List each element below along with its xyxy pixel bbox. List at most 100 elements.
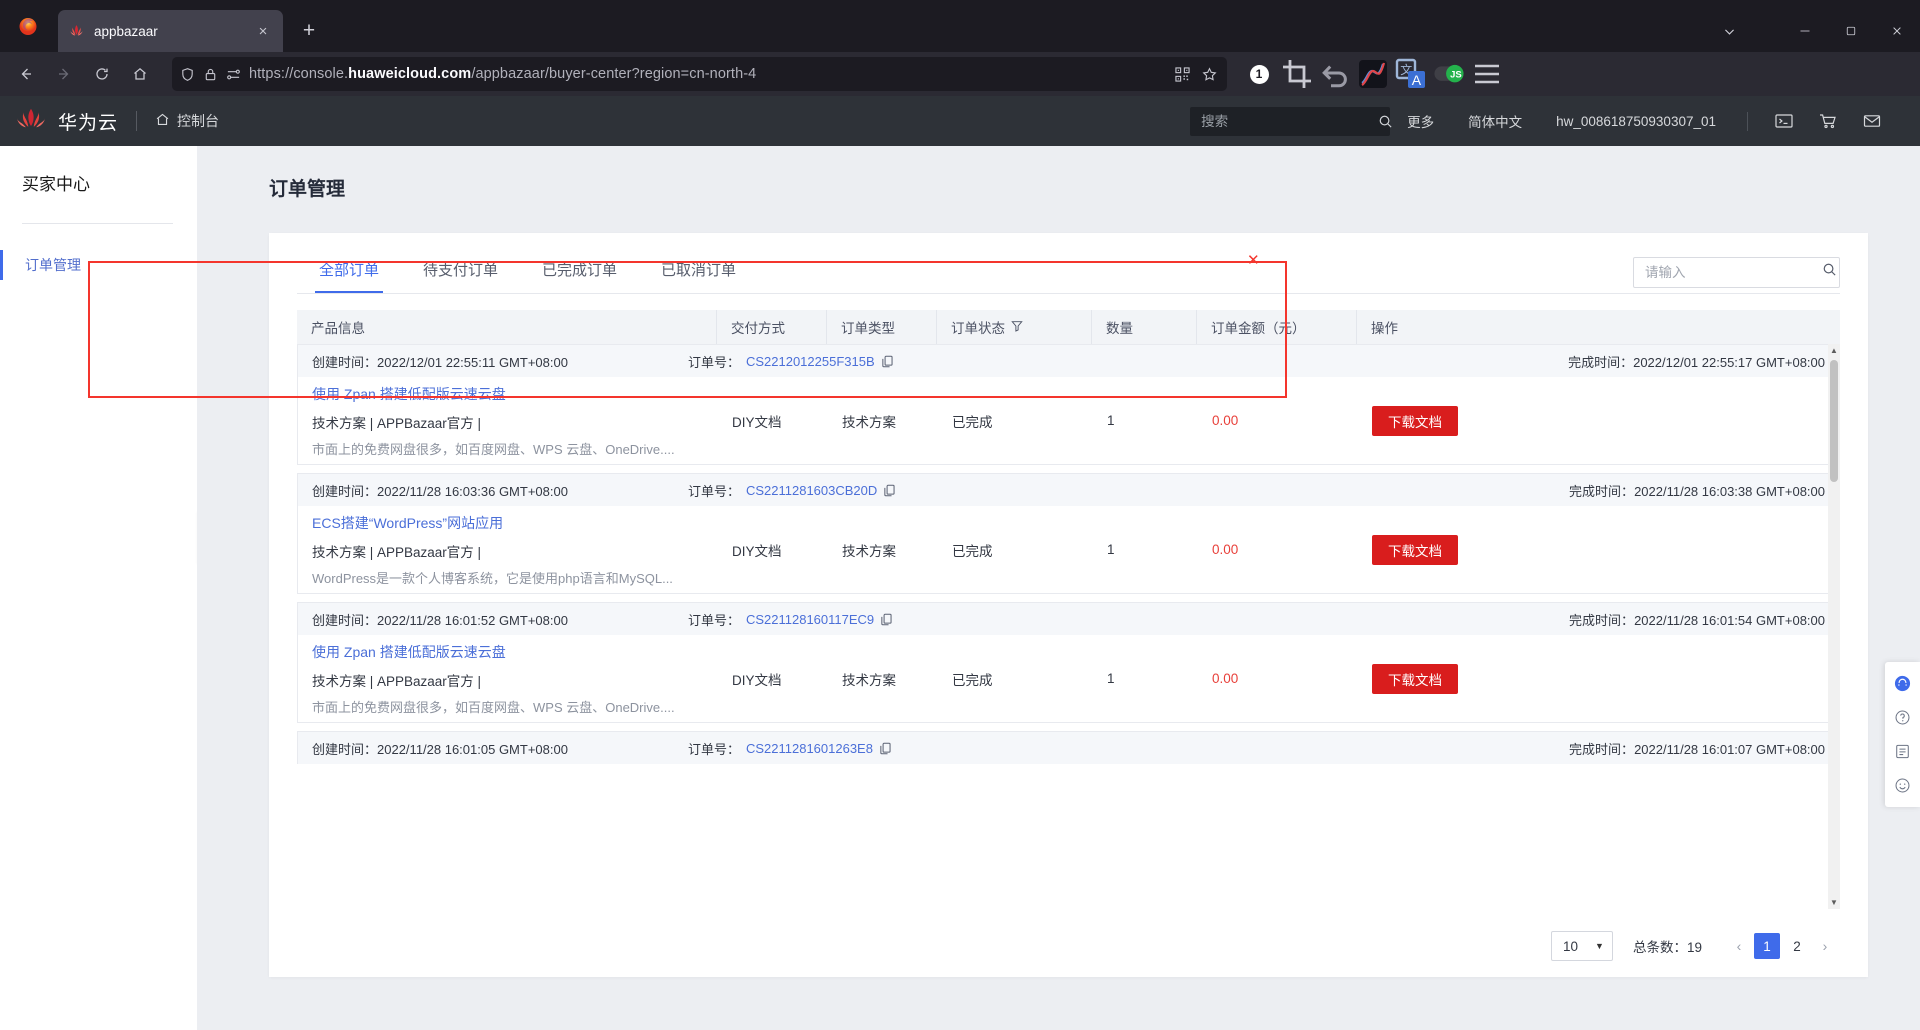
scroll-up-arrow-icon[interactable]: ▲ [1830,346,1838,355]
column-header-quantity: 数量 [1092,310,1197,344]
tab-pending-payment-orders[interactable]: 待支付订单 [423,262,499,279]
amount-cell: 0.00 [1212,542,1239,557]
cart-icon[interactable] [1806,113,1850,129]
home-button[interactable] [122,57,158,91]
order-type-cell: 技术方案 [842,543,896,559]
home-console-icon [155,112,170,130]
tab-completed-orders[interactable]: 已完成订单 [542,262,618,279]
product-description: 市面上的免费网盘很多，如百度网盘、WPS 云盘、OneDrive.... [312,699,675,715]
status-cell: 已完成 [952,414,993,430]
close-tab-icon[interactable]: × [258,22,268,40]
highlight-close-icon[interactable]: ✕ [1247,252,1260,269]
product-title-link[interactable]: ECS搭建“WordPress”网站应用 [312,514,504,531]
hamburger-menu-icon[interactable] [1471,58,1503,90]
table-row[interactable]: 使用 Zpan 搭建低配版云速云盘 技术方案 | APPBazaar官方 | 市… [297,377,1840,465]
badge-counter-icon[interactable]: 1 [1243,58,1275,90]
js-toggle-icon[interactable]: JS [1433,58,1465,90]
page-size-select[interactable]: 10 ▼ [1550,931,1613,961]
sidebar-divider [22,223,173,224]
forward-button[interactable] [46,57,82,91]
chart-extension-icon[interactable] [1357,58,1389,90]
browser-tab[interactable]: appbazaar × [58,10,283,52]
order-finished-at: 完成时间：2022/11/28 16:03:38 GMT+08:00 [1569,483,1825,499]
product-title-link[interactable]: 使用 Zpan 搭建低配版云速云盘 [312,643,506,660]
scrollbar-thumb[interactable] [1830,360,1838,482]
terminal-icon[interactable] [1762,113,1806,129]
tab-list-chevron-icon[interactable] [1706,10,1752,52]
download-document-button[interactable]: 下载文档 [1372,405,1458,436]
tab-all-orders[interactable]: 全部订单 [297,251,401,293]
page-number-1[interactable]: 1 [1754,933,1780,959]
bookmark-star-icon[interactable] [1202,66,1217,82]
copy-icon[interactable] [881,355,894,368]
close-window-button[interactable] [1874,10,1920,52]
crop-icon[interactable] [1281,58,1313,90]
tab-cancelled-orders[interactable]: 已取消订单 [661,262,737,279]
pagination: 10 ▼ 总条数：19 ‹ 1 2 › [269,909,1868,961]
orders-list: 创建时间：2022/12/01 22:55:11 GMT+08:00 订单号： C… [297,344,1840,909]
amount-cell: 0.00 [1212,671,1239,686]
shield-icon[interactable] [180,67,195,82]
product-title-link[interactable]: 使用 Zpan 搭建低配版云速云盘 [312,385,506,402]
account-name-label[interactable]: hw_008618750930307_01 [1556,113,1716,129]
table-row[interactable]: 使用 Zpan 搭建低配版云速云盘 技术方案 | APPBazaar官方 | 市… [297,635,1840,723]
scroll-down-arrow-icon[interactable]: ▼ [1830,898,1838,907]
search-icon[interactable] [1378,114,1393,129]
order-meta-row: 创建时间：2022/11/28 16:01:52 GMT+08:00 订单号： C… [297,602,1840,635]
sidebar-item-order-management[interactable]: 订单管理 [0,250,197,281]
status-cell: 已完成 [952,672,993,688]
language-selector[interactable]: 简体中文 [1468,115,1523,130]
undo-arrow-icon[interactable] [1319,58,1351,90]
order-number-value[interactable]: CS2212012255F315B [745,353,875,369]
order-number-value[interactable]: CS2211281603CB20D [745,482,878,498]
search-icon[interactable] [1822,262,1837,282]
support-float-panel [1885,662,1920,807]
order-meta-row: 创建时间：2022/12/01 22:55:11 GMT+08:00 订单号： C… [297,344,1840,377]
product-meta: 技术方案 | APPBazaar官方 | [312,673,482,689]
page-number-2[interactable]: 2 [1793,938,1801,954]
firefox-logo-icon [8,0,48,52]
more-menu-link[interactable]: 更多 [1407,115,1435,130]
download-document-button[interactable]: 下载文档 [1372,663,1458,694]
url-bar[interactable]: https://console.huaweicloud.com/appbazaa… [172,57,1227,91]
order-number-value[interactable]: CS2211281601263E8 [745,740,873,756]
prev-page-button[interactable]: ‹ [1736,938,1742,954]
copy-icon[interactable] [880,613,893,626]
table-scrollbar[interactable]: ▲ ▼ [1828,344,1840,909]
headset-support-icon[interactable] [1888,668,1918,699]
product-description: 市面上的免费网盘很多，如百度网盘、WPS 云盘、OneDrive.... [312,441,675,457]
huawei-cloud-logo[interactable]: 华为云 [14,108,118,135]
mail-icon[interactable] [1850,113,1894,129]
feedback-edit-icon[interactable] [1888,736,1918,767]
help-question-icon[interactable] [1888,702,1918,733]
next-page-button[interactable]: › [1822,938,1828,954]
global-search-box[interactable] [1190,106,1393,136]
delivery-cell: DIY文档 [732,543,782,559]
minimize-window-button[interactable] [1782,10,1828,52]
status-cell: 已完成 [952,543,993,559]
table-row[interactable]: ECS搭建“WordPress”网站应用 技术方案 | APPBazaar官方 … [297,506,1840,594]
action-cell: 下载文档 [1358,405,1839,436]
delivery-cell: DIY文档 [732,414,782,430]
order-search-box[interactable] [1633,256,1840,288]
header-right-divider [1747,111,1748,131]
qrcode-icon[interactable] [1175,66,1190,82]
maximize-window-button[interactable] [1828,10,1874,52]
copy-icon[interactable] [879,742,892,755]
order-search-input[interactable] [1645,264,1822,280]
lock-icon[interactable] [203,67,218,82]
chevron-down-icon: ▼ [1595,941,1604,951]
smiley-rating-icon[interactable] [1888,770,1918,801]
download-document-button[interactable]: 下载文档 [1372,534,1458,565]
order-tabs: 全部订单 待支付订单 已完成订单 已取消订单 [297,251,758,293]
order-number-value[interactable]: CS221128160117EC9 [745,611,875,627]
global-search-input[interactable] [1201,113,1379,129]
reload-button[interactable] [84,57,120,91]
back-button[interactable] [8,57,44,91]
permissions-icon[interactable] [226,67,241,82]
new-tab-button[interactable]: + [302,19,316,42]
copy-icon[interactable] [883,484,896,497]
filter-icon[interactable] [1011,320,1023,335]
console-link[interactable]: 控制台 [155,111,219,131]
